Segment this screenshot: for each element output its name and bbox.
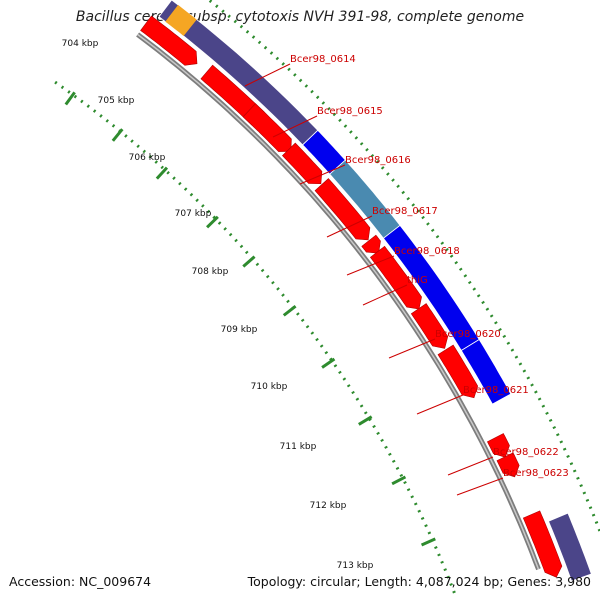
gene-label-leader	[456, 477, 504, 496]
gene-block	[460, 338, 512, 405]
gene-label: Bcer98_0620	[435, 329, 501, 340]
tick-mark	[111, 128, 124, 142]
tick-label: 713 kbp	[337, 561, 374, 571]
gene-arrow	[242, 103, 292, 152]
gene-label: Bcer98_0622	[493, 447, 559, 458]
tick-mark	[242, 255, 256, 268]
gene-label-leader	[244, 63, 291, 87]
gene-label: Bcer98_0615	[317, 106, 383, 117]
outer-tick-ring	[206, 0, 600, 536]
gene-arrow	[314, 178, 371, 241]
gene-arrow	[361, 234, 381, 254]
gene-label-leader	[447, 456, 494, 476]
gene-block	[165, 4, 197, 37]
gene-block	[547, 512, 592, 582]
tick-mark	[282, 304, 297, 317]
gene-label-leader	[299, 164, 346, 185]
gene-label: thiG	[407, 275, 428, 286]
backbone-highlight	[137, 33, 540, 570]
gene-label-leader	[272, 115, 318, 138]
topology-summary: Topology: circular; Length: 4,087,024 bp…	[247, 574, 591, 589]
tick-label: 708 kbp	[192, 267, 229, 277]
gene-label-leader	[326, 215, 373, 238]
tick-mark	[358, 415, 373, 426]
gene-label: Bcer98_0617	[372, 206, 438, 217]
gene-arrow	[486, 433, 510, 458]
gene-layer	[140, 0, 592, 582]
gene-label-leader	[346, 255, 395, 276]
gene-label: Bcer98_0621	[463, 385, 529, 396]
tick-label: 710 kbp	[251, 382, 288, 392]
gene-arrow	[522, 510, 563, 578]
accession-text: Accession: NC_009674	[9, 574, 152, 589]
gene-arrow	[437, 344, 479, 399]
gene-label: Bcer98_0616	[345, 155, 411, 166]
tick-mark	[155, 166, 169, 180]
gene-arrow	[410, 303, 449, 349]
tick-mark	[206, 215, 219, 229]
tick-label: 704 kbp	[62, 39, 99, 49]
gene-arrow	[140, 15, 198, 66]
tick-label: 712 kbp	[310, 501, 347, 511]
gene-label: Bcer98_0614	[290, 54, 356, 65]
tick-mark	[321, 357, 336, 369]
tick-label: 709 kbp	[221, 325, 258, 335]
gene-label-leader	[362, 284, 408, 306]
gene-label-leader	[388, 338, 436, 359]
gene-label: Bcer98_0618	[394, 246, 460, 257]
tick-mark	[420, 537, 436, 547]
tick-label: 706 kbp	[129, 153, 166, 163]
tick-mark	[391, 475, 407, 486]
gene-label-layer: Bcer98_0614 Bcer98_0615 Bcer98_0616 Bcer98_…	[244, 54, 569, 496]
tick-layer: 704 kbp 705 kbp 706 kbp 707 kbp 708 kbp 709 k…	[54, 0, 600, 597]
tick-label: 707 kbp	[175, 209, 212, 219]
gene-arrow	[496, 452, 520, 478]
tick-mark	[64, 91, 76, 106]
tick-label: 705 kbp	[98, 96, 135, 106]
gene-label: Bcer98_0623	[503, 468, 569, 479]
backbone-layer	[136, 32, 541, 571]
gene-arrow	[369, 245, 422, 310]
gene-label-leader	[416, 394, 464, 415]
tick-label: 711 kbp	[280, 442, 317, 452]
gene-arrow	[281, 142, 323, 185]
